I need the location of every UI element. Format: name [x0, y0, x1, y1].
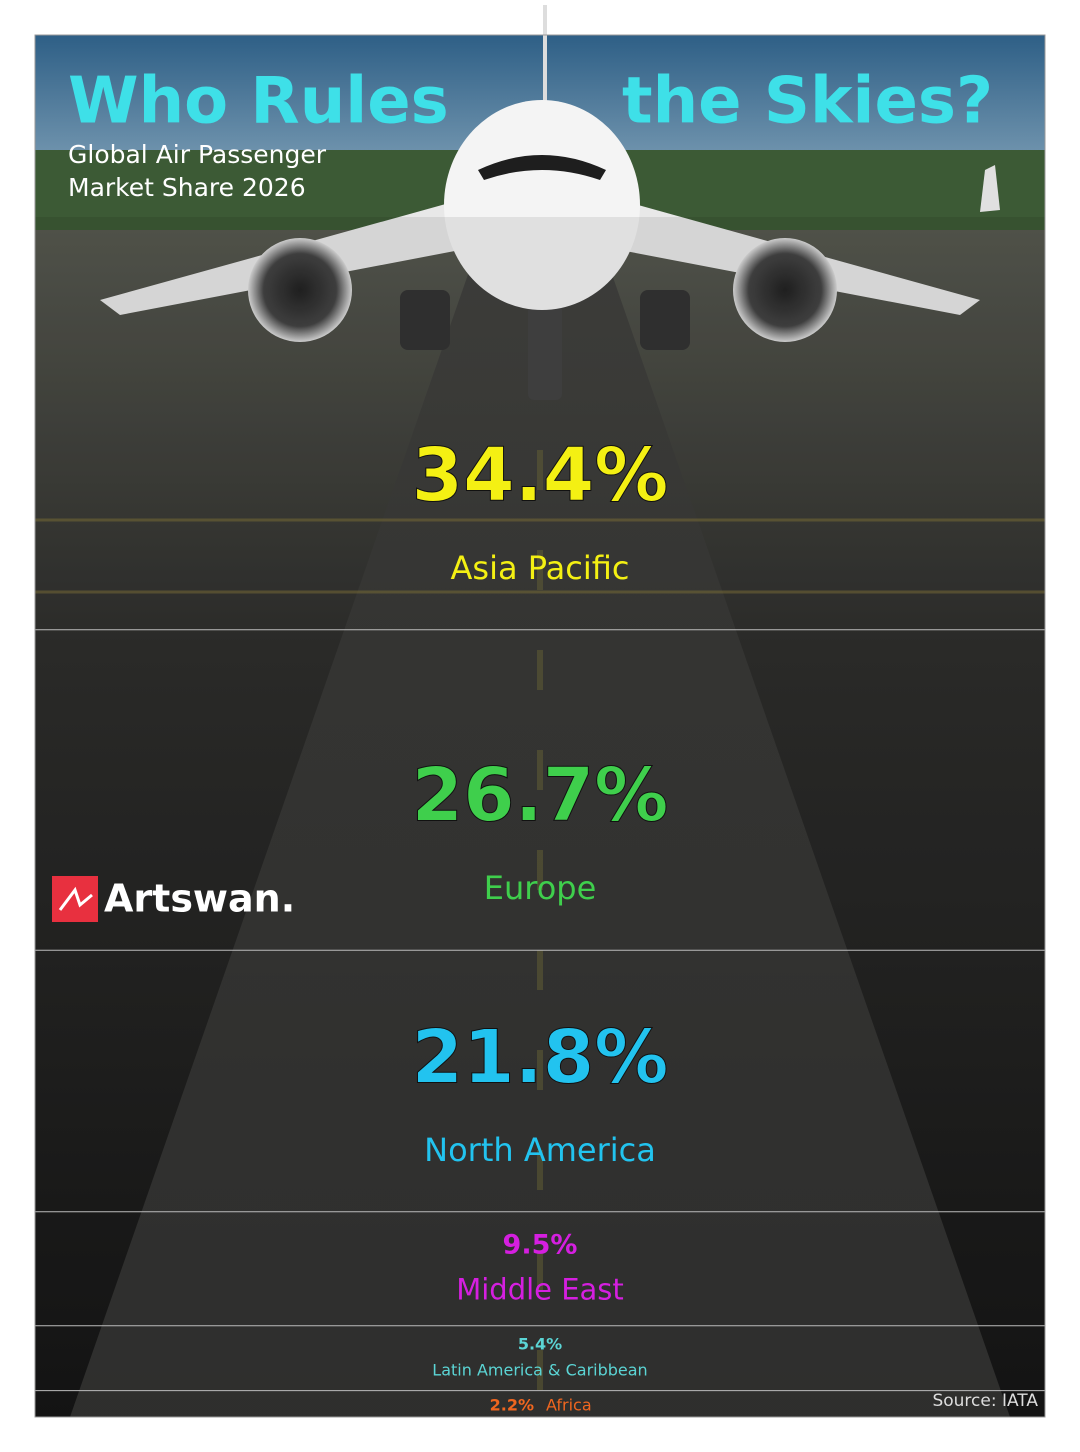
category-label: Asia Pacific: [451, 549, 630, 587]
category-label: Europe: [484, 869, 597, 907]
band: [35, 1211, 1045, 1326]
category-label: Latin America & Caribbean: [432, 1361, 647, 1380]
value-label: 9.5%: [503, 1230, 578, 1261]
value-label: 2.2%: [490, 1395, 534, 1414]
band: [35, 950, 1045, 1212]
category-label: Middle East: [456, 1273, 624, 1307]
value-label: 26.7%: [412, 753, 669, 839]
subtitle: Market Share 2026: [68, 173, 306, 202]
subtitle: Global Air Passenger: [68, 140, 327, 169]
frame: [34, 34, 1046, 1418]
background: [35, 35, 1045, 1417]
brand-logo: [52, 876, 98, 922]
bands: [35, 217, 1045, 1417]
brand: Artswan.: [104, 877, 295, 921]
band: [35, 1390, 1045, 1417]
band: [35, 629, 1045, 951]
title: Who Rules: [68, 65, 449, 139]
band: [35, 1325, 1045, 1391]
value-label: 34.4%: [412, 432, 669, 518]
title: the Skies?: [622, 65, 993, 139]
source: Source: IATA: [932, 1391, 1038, 1411]
value-label: 21.8%: [412, 1014, 669, 1100]
airplane: [100, 5, 1000, 400]
category-label: North America: [424, 1131, 656, 1169]
brand-logo-mark: [58, 886, 93, 911]
value-label: 5.4%: [518, 1335, 562, 1354]
category-label: Africa: [546, 1395, 592, 1414]
band: [35, 217, 1045, 630]
